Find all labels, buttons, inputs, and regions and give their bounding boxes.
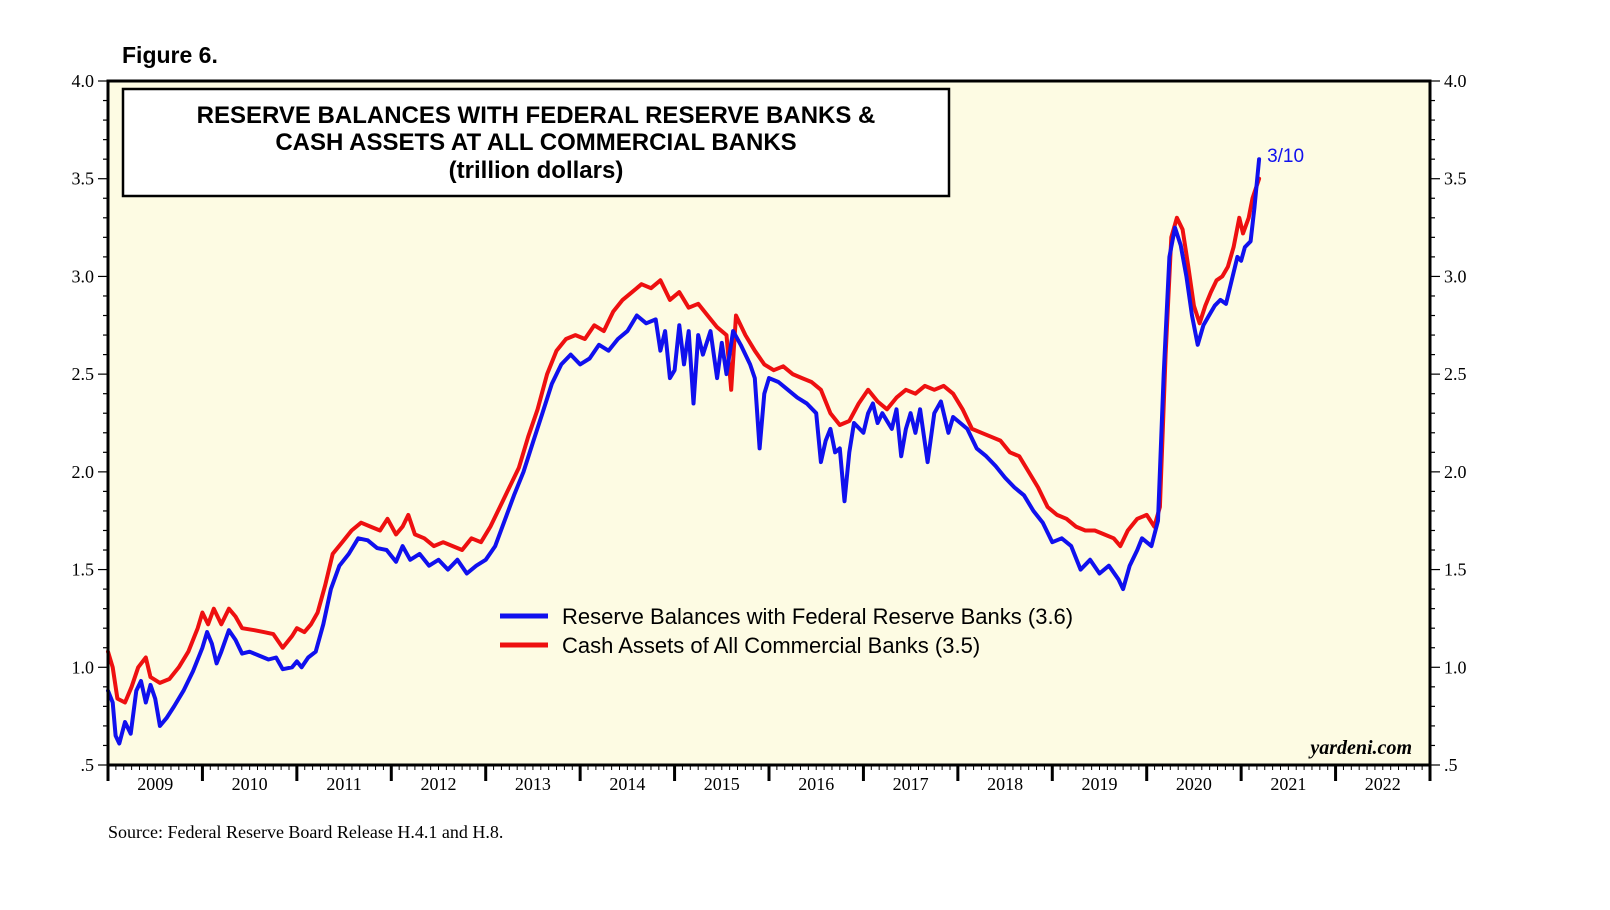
title-box: [121, 87, 951, 198]
x-tick-label: 2021: [1270, 774, 1306, 794]
x-tick-label: 2019: [1082, 774, 1118, 794]
y-tick-label-left: .5: [81, 755, 95, 775]
y-tick-label-left: 4.0: [72, 71, 95, 91]
x-tick-label: 2010: [232, 774, 268, 794]
series-layer: [106, 157, 1262, 746]
x-tick-label: 2014: [609, 774, 645, 794]
y-tick-label-right: 3.0: [1444, 266, 1467, 286]
y-tick-label-right: 2.0: [1444, 462, 1467, 482]
x-tick-label: 2013: [515, 774, 551, 794]
chart-title-line-1: RESERVE BALANCES WITH FEDERAL RESERVE BA…: [197, 102, 876, 129]
y-tick-label-right: 2.5: [1444, 364, 1467, 384]
x-tick-label: 2011: [326, 774, 361, 794]
legend: Reserve Balances with Federal Reserve Ba…: [500, 604, 1073, 658]
x-tick-label: 2015: [704, 774, 740, 794]
y-tick-label-left: 2.5: [72, 364, 95, 384]
y-tick-label-right: 1.0: [1444, 657, 1467, 677]
x-axis-labels: 2009 2010 2011 2012 2013 2014 2015 2016 2017 2018…: [137, 774, 1401, 794]
legend-label-reserve: Reserve Balances with Federal Reserve Ba…: [562, 604, 1073, 629]
x-tick-label: 2017: [893, 774, 929, 794]
x-tick-label: 2016: [798, 774, 834, 794]
y-tick-label-left: 2.0: [72, 462, 95, 482]
series-line-cash: [106, 176, 1262, 705]
y-tick-label-left: 3.5: [72, 169, 95, 189]
legend-label-cash: Cash Assets of All Commercial Banks (3.5…: [562, 633, 980, 658]
figure-label: Figure 6.: [122, 42, 218, 68]
y-tick-label-right: .5: [1444, 755, 1458, 775]
x-tick-label: 2020: [1176, 774, 1212, 794]
series-line-reserve: [106, 157, 1262, 746]
y-tick-label-right: 1.5: [1444, 560, 1467, 580]
x-tick-label: 2018: [987, 774, 1023, 794]
y-tick-label-left: 1.5: [72, 560, 95, 580]
chart-title-line-2: CASH ASSETS AT ALL COMMERCIAL BANKS: [275, 129, 796, 156]
y-tick-label-left: 3.0: [72, 266, 95, 286]
chart-title-line-3: (trillion dollars): [449, 157, 624, 184]
x-tick-label: 2012: [421, 774, 457, 794]
y-tick-label-left: 1.0: [72, 657, 95, 677]
brand-watermark: yardeni.com: [1308, 737, 1412, 759]
plot-frame: [106, 79, 1432, 767]
source-note: Source: Federal Reserve Board Release H.…: [108, 822, 503, 842]
x-tick-label: 2009: [137, 774, 173, 794]
y-tick-label-right: 3.5: [1444, 169, 1467, 189]
y-axis-right-labels: 4.0 3.5 3.0 2.5 2.0 1.5 1.0 .5: [1444, 71, 1467, 775]
y-axis-left-labels: 4.0 3.5 3.0 2.5 2.0 1.5 1.0 .5: [72, 71, 95, 775]
x-tick-label: 2022: [1365, 774, 1401, 794]
y-tick-label-right: 4.0: [1444, 71, 1467, 91]
data-annotation: 3/10: [1267, 146, 1304, 167]
